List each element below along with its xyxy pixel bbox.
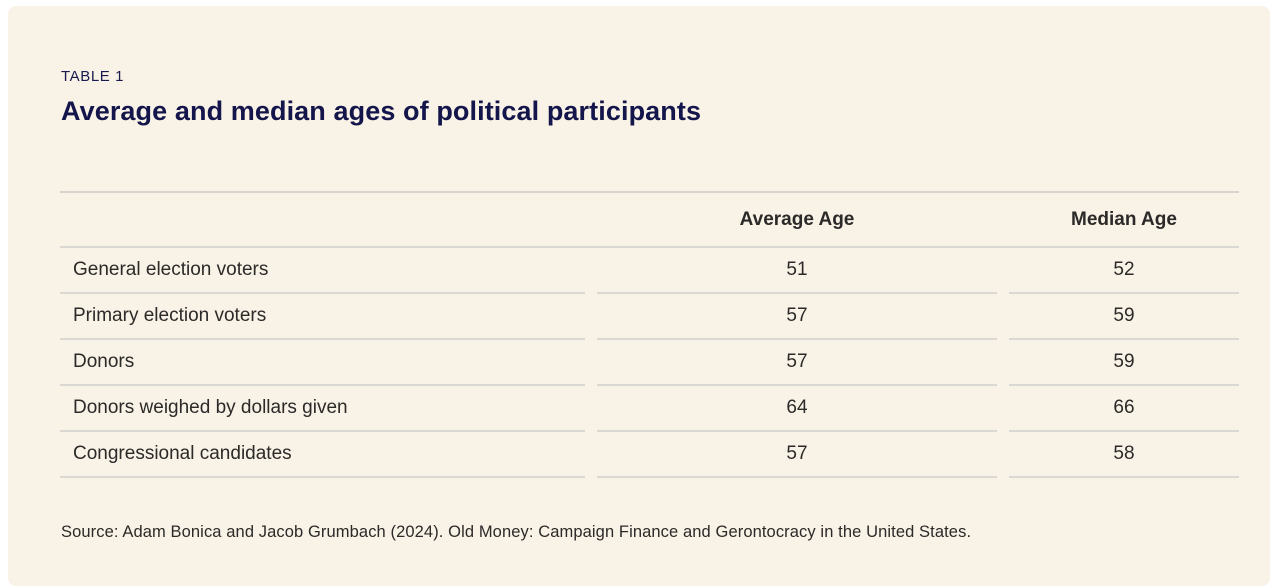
header-cell-median-age: Median Age <box>1071 208 1177 230</box>
row-average-age: 57 <box>597 432 997 478</box>
column-spacer <box>585 193 597 246</box>
column-spacer <box>997 340 1009 386</box>
column-spacer <box>585 294 597 340</box>
table-row: General election voters 51 52 <box>60 248 1239 294</box>
column-spacer <box>997 248 1009 294</box>
row-median-age: 66 <box>1009 386 1239 432</box>
row-label: Donors <box>60 340 585 386</box>
header-cell-average-age: Average Age <box>739 208 855 230</box>
row-average-age: 64 <box>597 386 997 432</box>
row-average-age: 57 <box>597 340 997 386</box>
column-spacer <box>585 248 597 294</box>
row-label: Congressional candidates <box>60 432 585 478</box>
column-spacer <box>585 340 597 386</box>
column-spacer <box>997 432 1009 478</box>
table-row: Primary election voters 57 59 <box>60 294 1239 340</box>
table-row: Congressional candidates 57 58 <box>60 432 1239 478</box>
row-label: General election voters <box>60 248 585 294</box>
header-cell-blank <box>60 193 585 246</box>
column-spacer <box>997 386 1009 432</box>
row-average-age: 51 <box>597 248 997 294</box>
row-median-age: 59 <box>1009 340 1239 386</box>
row-average-age: 57 <box>597 294 997 340</box>
table-row: Donors 57 59 <box>60 340 1239 386</box>
row-label: Primary election voters <box>60 294 585 340</box>
column-spacer <box>997 294 1009 340</box>
row-median-age: 58 <box>1009 432 1239 478</box>
table-title: Average and median ages of political par… <box>61 96 702 126</box>
row-median-age: 52 <box>1009 248 1239 294</box>
column-spacer <box>585 432 597 478</box>
table-top-rule <box>60 191 1239 193</box>
column-spacer <box>585 386 597 432</box>
table-header-row: Average Age Median Age <box>60 193 1239 248</box>
row-median-age: 59 <box>1009 294 1239 340</box>
table-eyebrow: TABLE 1 <box>61 68 125 85</box>
table-card: TABLE 1 Average and median ages of polit… <box>8 6 1270 586</box>
column-spacer <box>997 193 1009 246</box>
row-label: Donors weighed by dollars given <box>60 386 585 432</box>
table-row: Donors weighed by dollars given 64 66 <box>60 386 1239 432</box>
data-table: Average Age Median Age General election … <box>60 191 1239 478</box>
source-attribution: Source: Adam Bonica and Jacob Grumbach (… <box>61 523 972 541</box>
